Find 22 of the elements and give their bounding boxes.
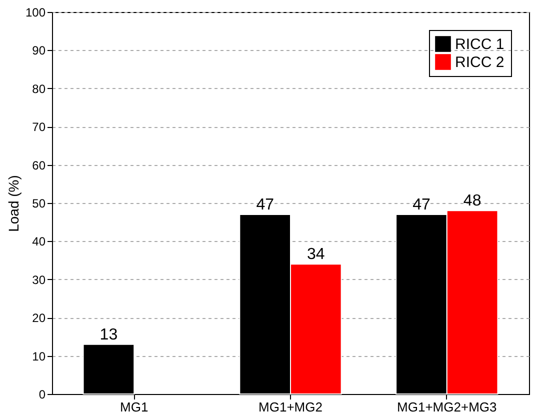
y-tick-label: 0 — [38, 388, 46, 402]
data-label: 13 — [100, 326, 118, 344]
legend-label: RICC 1 — [455, 36, 504, 53]
x-tick-label: MG1 — [120, 400, 148, 414]
y-tick-label: 70 — [32, 120, 46, 134]
data-label: 34 — [307, 246, 325, 264]
data-label: 47 — [256, 196, 274, 214]
x-tick-label: MG1+MG2+MG3 — [397, 400, 497, 414]
data-label: 47 — [412, 196, 430, 214]
y-axis-title: Load (%) — [5, 175, 22, 232]
y-tick-label: 50 — [32, 196, 46, 210]
y-tick-label: 10 — [32, 349, 46, 364]
x-tick-label: MG1+MG2 — [258, 400, 322, 414]
y-tick-label: 40 — [32, 234, 46, 249]
y-tick-label: 30 — [32, 272, 46, 287]
legend-label: RICC 2 — [455, 54, 504, 71]
y-tick-label: 80 — [32, 82, 46, 96]
y-tick-label: 90 — [32, 44, 46, 58]
data-label: 48 — [463, 192, 482, 210]
y-tick-label: 100 — [25, 6, 46, 20]
y-tick-label: 60 — [32, 158, 46, 172]
y-tick-label: 20 — [32, 311, 46, 326]
